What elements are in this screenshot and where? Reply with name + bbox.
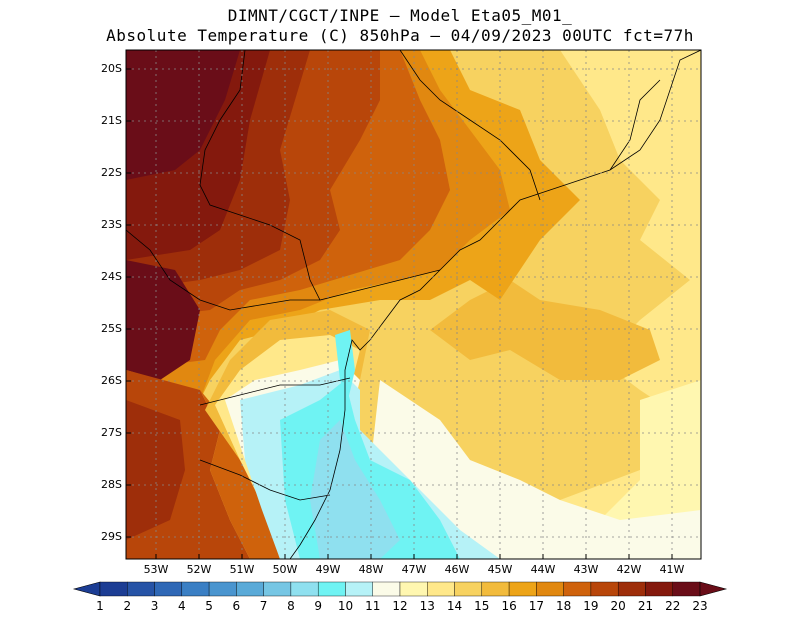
colorbar-segment — [508, 581, 537, 597]
colorbar-segment — [590, 581, 619, 597]
lon-label: 50W — [272, 563, 298, 576]
state-border-6 — [609, 79, 661, 171]
lat-label: 21S — [101, 114, 122, 127]
axis-ticks — [126, 68, 673, 559]
lat-label: 27S — [101, 426, 122, 439]
lon-label: 52W — [186, 563, 212, 576]
field-t13-east — [520, 50, 701, 559]
colorbar-segment — [427, 581, 455, 597]
lat-label: 23S — [101, 218, 122, 231]
colorbar-segment — [536, 581, 564, 597]
colorbar-label: 21 — [637, 599, 654, 613]
colorbar-label: 18 — [555, 599, 572, 613]
coastlines — [126, 50, 701, 559]
field-t15-ocean — [430, 280, 660, 380]
state-border-5 — [199, 459, 331, 501]
map-title-line-1: DIMNT/CGCT/INPE – Model Eta05_M01_ — [227, 6, 573, 25]
colorbar-label: 22 — [665, 599, 681, 613]
lon-label: 41W — [659, 563, 685, 576]
colorbar — [72, 581, 728, 597]
colorbar-label: 23 — [692, 599, 708, 613]
colorbar-segment — [154, 581, 183, 597]
colorbar-label: 11 — [365, 599, 381, 613]
colorbar-segment — [263, 581, 292, 597]
lon-label: 47W — [401, 563, 427, 576]
colorbar-label: 9 — [314, 599, 322, 613]
colorbar-arrow-left — [72, 581, 101, 597]
colorbar-segment — [345, 581, 373, 597]
colorbar-label: 1 — [96, 599, 104, 613]
lon-label: 49W — [315, 563, 341, 576]
lat-label: 29S — [101, 530, 122, 543]
colorbar-label: 13 — [419, 599, 435, 613]
colorbar-segment — [563, 581, 592, 597]
colorbar-label: 4 — [177, 599, 186, 613]
colorbar-segment — [672, 581, 701, 597]
field-t11-southeast — [370, 380, 701, 559]
colorbar-segment — [99, 581, 128, 597]
field-t12-east — [560, 380, 701, 559]
colorbar-arrow-right — [699, 581, 728, 597]
colorbar-label: 5 — [205, 599, 213, 613]
colorbar-label: 10 — [337, 599, 354, 613]
colorbar-label: 14 — [446, 599, 463, 613]
colorbar-label: 6 — [232, 599, 241, 613]
colorbar-label: 8 — [287, 599, 295, 613]
colorbar-label: 12 — [392, 599, 408, 613]
lon-label: 43W — [573, 563, 599, 576]
state-border-3 — [126, 229, 320, 311]
colorbar-segment — [399, 581, 428, 597]
field-t22-northwest — [126, 50, 240, 180]
lon-label: 48W — [358, 563, 384, 576]
lat-label: 20S — [101, 62, 122, 75]
colorbar-label: 3 — [150, 599, 159, 613]
lat-label: 26S — [101, 374, 122, 387]
lon-label: 42W — [616, 563, 642, 576]
lon-label: 44W — [530, 563, 556, 576]
lon-label: 45W — [487, 563, 513, 576]
colorbar-segment — [372, 581, 401, 597]
field-t22-west — [126, 260, 200, 380]
colorbar-segment — [290, 581, 319, 597]
colorbar-label: 17 — [528, 599, 544, 613]
colorbar-label: 15 — [474, 599, 490, 613]
lon-label: 53W — [143, 563, 169, 576]
state-border-1 — [199, 50, 441, 301]
colorbar-segment — [236, 581, 264, 597]
lat-label: 22S — [101, 166, 122, 179]
state-border-4 — [199, 377, 351, 406]
colorbar-segment — [645, 581, 673, 597]
colorbar-label: 7 — [259, 599, 268, 613]
colorbar-segment — [617, 581, 646, 597]
state-border-2 — [399, 50, 541, 201]
map-title-line-2: Absolute Temperature (C) 850hPa – 04/09/… — [106, 26, 694, 45]
lon-label: 51W — [229, 563, 255, 576]
colorbar-segment — [127, 581, 155, 597]
lon-label: 46W — [444, 563, 470, 576]
lat-label: 24S — [101, 270, 122, 283]
colorbar-segment — [317, 581, 346, 597]
colorbar-label: 20 — [610, 599, 626, 613]
colorbar-label: 16 — [501, 599, 517, 613]
colorbar-label: 19 — [583, 599, 599, 613]
colorbar-segment — [454, 581, 483, 597]
lat-lon-grid — [126, 50, 701, 559]
colorbar-segment — [481, 581, 510, 597]
colorbar-label: 2 — [123, 599, 132, 613]
lat-label: 25S — [101, 322, 122, 335]
colorbar-segment — [181, 581, 210, 597]
field-t8-coldtongue — [310, 420, 400, 559]
lat-label: 28S — [101, 478, 122, 491]
field-t20-southwest — [126, 400, 185, 540]
colorbar-segment — [208, 581, 237, 597]
